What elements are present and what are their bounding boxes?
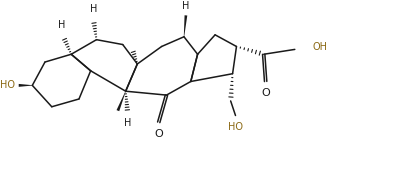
Polygon shape <box>116 91 126 111</box>
Text: H: H <box>58 20 65 30</box>
Text: H: H <box>90 4 97 14</box>
Text: OH: OH <box>312 42 327 52</box>
Text: HO: HO <box>0 80 15 90</box>
Text: O: O <box>154 129 163 139</box>
Polygon shape <box>184 15 187 37</box>
Polygon shape <box>19 84 32 87</box>
Text: H: H <box>182 2 189 11</box>
Text: HO: HO <box>228 122 243 132</box>
Text: H: H <box>124 119 131 128</box>
Text: O: O <box>261 88 270 98</box>
